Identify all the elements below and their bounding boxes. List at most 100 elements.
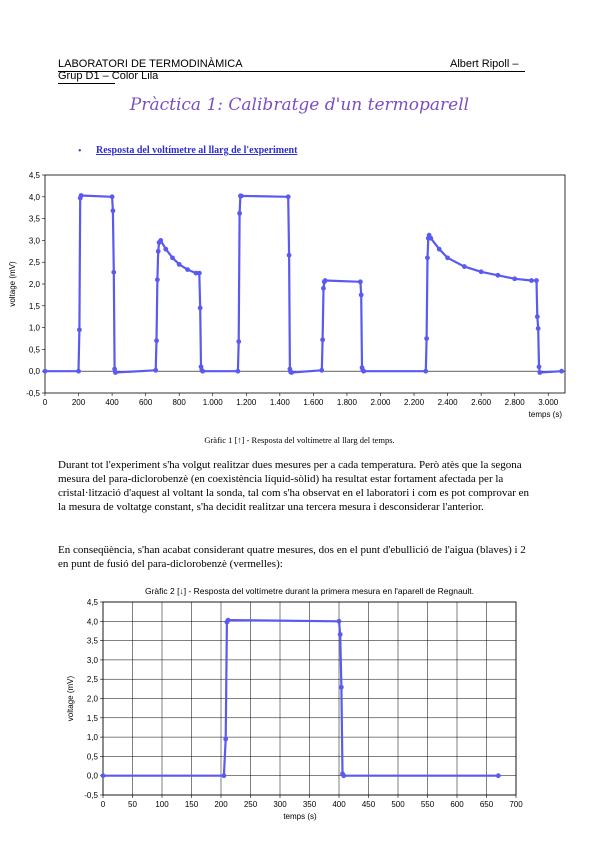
data-point bbox=[109, 194, 115, 200]
x-tick-label: 800 bbox=[173, 398, 187, 407]
data-point bbox=[336, 618, 342, 624]
y-tick-label: 3,5 bbox=[29, 215, 41, 224]
x-tick-label: 400 bbox=[105, 398, 119, 407]
chart1-caption: Gràfic 1 [↑] - Resposta del voltímetre a… bbox=[204, 435, 395, 445]
paragraph-2: En conseqüència, s'han acabat consideran… bbox=[58, 544, 526, 570]
data-point bbox=[170, 255, 175, 261]
x-tick-label: 350 bbox=[303, 800, 317, 809]
data-point bbox=[238, 193, 244, 199]
data-point bbox=[225, 617, 231, 623]
chart-regnault-first-measure: Gràfic 2 [↓] - Resposta del voltímetre d… bbox=[66, 586, 523, 821]
data-point bbox=[110, 208, 116, 214]
data-point bbox=[512, 276, 518, 282]
x-tick-label: 150 bbox=[185, 800, 199, 809]
data-point bbox=[154, 277, 160, 283]
data-point bbox=[153, 367, 159, 373]
y-tick-label: 3,5 bbox=[87, 637, 99, 646]
chart-voltage-vs-time: -0,5 0,0 0,5 1,0 1,5 2,0 2,5 3,0 3,5 4,0 4,5 0 200 40… bbox=[8, 171, 566, 419]
data-point bbox=[235, 368, 241, 374]
x-axis-label: temps (s) bbox=[529, 410, 563, 419]
data-point bbox=[436, 246, 442, 252]
x-tick-label: 600 bbox=[450, 800, 464, 809]
data-point bbox=[42, 368, 48, 374]
x-tick-label: 650 bbox=[480, 800, 494, 809]
x-tick-label: 500 bbox=[391, 800, 405, 809]
y-tick-label: 0,5 bbox=[87, 752, 99, 761]
data-point bbox=[358, 292, 364, 298]
header-rule bbox=[58, 71, 525, 72]
data-point bbox=[154, 338, 159, 344]
x-tick-label: 2.200 bbox=[404, 398, 425, 407]
x-tick-label: 1.000 bbox=[203, 398, 224, 407]
y-tick-label: 2,0 bbox=[87, 695, 99, 704]
data-point bbox=[111, 269, 117, 275]
x-tick-label: 550 bbox=[421, 800, 435, 809]
y-tick-label: 4,5 bbox=[29, 171, 41, 180]
data-point bbox=[537, 370, 543, 375]
y-tick-label: 2,5 bbox=[87, 675, 99, 684]
data-point bbox=[237, 210, 242, 216]
header-lab-title: LABORATORI DE TERMODINÀMICA bbox=[58, 58, 243, 70]
x-axis-label: temps (s) bbox=[283, 812, 317, 821]
data-point bbox=[185, 267, 190, 273]
data-point bbox=[461, 264, 467, 269]
data-point bbox=[193, 270, 199, 276]
data-point bbox=[100, 773, 106, 779]
data-point bbox=[76, 368, 81, 374]
paragraph-1: Durant tot l'experiment s'ha volgut real… bbox=[58, 459, 530, 513]
x-tick-label: 100 bbox=[155, 800, 169, 809]
data-point bbox=[534, 314, 540, 320]
x-tick-label: 0 bbox=[101, 800, 106, 809]
data-point bbox=[559, 368, 565, 374]
data-point bbox=[495, 773, 501, 779]
x-tick-label: 2.000 bbox=[370, 398, 391, 407]
x-tick-label: 300 bbox=[273, 800, 287, 809]
data-point bbox=[320, 337, 326, 343]
y-tick-label: -0,5 bbox=[84, 791, 98, 800]
data-point bbox=[163, 246, 169, 252]
data-point bbox=[478, 269, 484, 275]
y-tick-label: 1,5 bbox=[29, 302, 41, 311]
data-point bbox=[285, 194, 291, 200]
y-tick-label: 0,0 bbox=[87, 772, 99, 781]
y-axis-label: voltage (mV) bbox=[66, 675, 75, 721]
data-point bbox=[445, 255, 450, 261]
page-title: Pràctica 1: Calibratge d'un termoparell bbox=[129, 95, 470, 115]
y-tick-label: 0,0 bbox=[29, 367, 41, 376]
y-tick-label: 3,0 bbox=[87, 656, 99, 665]
x-tick-label: 0 bbox=[43, 398, 48, 407]
chart-title: Gràfic 2 [↓] - Resposta del voltímetre d… bbox=[145, 586, 474, 596]
data-point bbox=[200, 368, 206, 374]
x-tick-label: 3.000 bbox=[538, 398, 559, 407]
x-tick-label: 2.400 bbox=[438, 398, 459, 407]
data-point bbox=[495, 272, 501, 278]
data-point bbox=[424, 336, 430, 341]
data-point bbox=[319, 367, 325, 373]
y-axis-label: voltage (mV) bbox=[8, 261, 17, 307]
x-tick-label: 1.200 bbox=[236, 398, 257, 407]
series-line bbox=[103, 618, 499, 777]
data-point bbox=[113, 370, 118, 375]
data-point bbox=[536, 364, 542, 370]
y-tick-label: -0,5 bbox=[26, 389, 40, 398]
y-tick-label: 1,0 bbox=[29, 324, 41, 333]
data-point bbox=[221, 773, 227, 779]
y-tick-label: 1,5 bbox=[87, 714, 99, 723]
x-tick-label: 600 bbox=[139, 398, 153, 407]
y-tick-label: 4,5 bbox=[87, 598, 99, 607]
x-tick-label: 2.800 bbox=[505, 398, 526, 407]
y-tick-label: 2,5 bbox=[29, 258, 41, 267]
data-point bbox=[236, 339, 242, 344]
data-point bbox=[428, 235, 434, 241]
header-rule-short bbox=[58, 83, 115, 84]
data-point bbox=[196, 270, 202, 276]
data-point bbox=[321, 285, 326, 291]
x-tick-label: 2.600 bbox=[471, 398, 492, 407]
bullet-icon: • bbox=[78, 146, 82, 157]
data-point bbox=[534, 278, 539, 283]
x-tick-label: 400 bbox=[332, 800, 346, 809]
data-point bbox=[223, 736, 229, 742]
data-point bbox=[197, 305, 203, 311]
data-point bbox=[289, 370, 294, 375]
data-point bbox=[322, 278, 328, 283]
